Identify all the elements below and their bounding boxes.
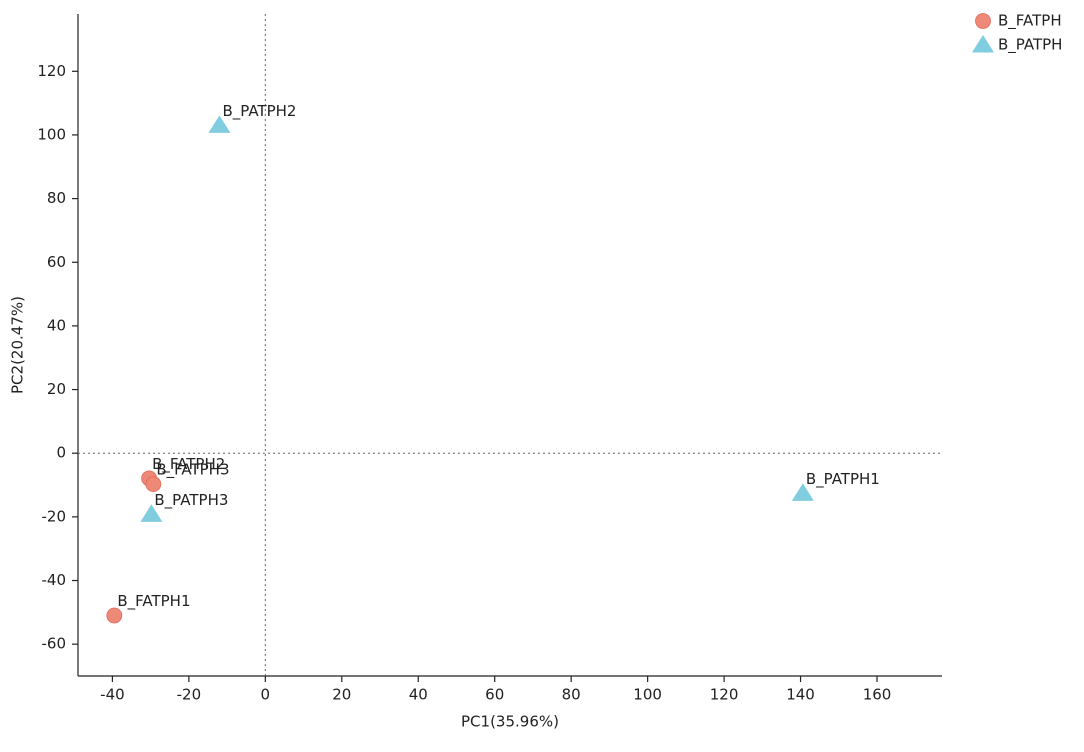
point-label: B_FATPH3 [156, 461, 229, 480]
x-tick-label: 100 [633, 686, 662, 704]
legend-marker [975, 13, 991, 29]
point [140, 504, 163, 522]
x-tick-label: 120 [710, 686, 739, 704]
x-tick-label: 60 [485, 686, 504, 704]
y-tick-label: 60 [47, 253, 66, 271]
x-tick-label: -40 [100, 686, 125, 704]
y-tick-label: 120 [37, 62, 66, 80]
y-tick-label: -60 [42, 635, 67, 653]
point-label: B_PATPH1 [806, 470, 880, 489]
point [145, 476, 162, 492]
y-tick-label: 20 [47, 380, 66, 398]
point-label: B_PATPH3 [154, 491, 228, 510]
y-axis-label: PC2(20.47%) [9, 296, 27, 394]
y-tick-label: 40 [47, 316, 66, 334]
point [106, 607, 123, 624]
y-tick-label: 100 [37, 125, 66, 143]
legend-label: B_FATPH [998, 12, 1062, 31]
x-tick-label: 160 [863, 686, 892, 704]
x-tick-label: -20 [177, 686, 202, 704]
legend-label: B_PATPH [998, 36, 1062, 55]
legend-marker [972, 35, 994, 53]
y-tick-label: 0 [56, 444, 66, 462]
x-tick-label: 40 [409, 686, 428, 704]
y-tick-label: -20 [42, 507, 67, 525]
point-label: B_FATPH2 [152, 455, 225, 474]
y-tick-label: 80 [47, 189, 66, 207]
x-tick-label: 0 [261, 686, 271, 704]
point-label: B_FATPH1 [117, 592, 190, 611]
x-tick-label: 140 [786, 686, 815, 704]
point-label: B_PATPH2 [222, 102, 296, 121]
x-axis-label: PC1(35.96%) [461, 713, 559, 731]
point [791, 483, 814, 501]
y-tick-label: -40 [42, 571, 67, 589]
x-tick-label: 80 [562, 686, 581, 704]
point [208, 115, 231, 133]
x-tick-label: 20 [332, 686, 351, 704]
